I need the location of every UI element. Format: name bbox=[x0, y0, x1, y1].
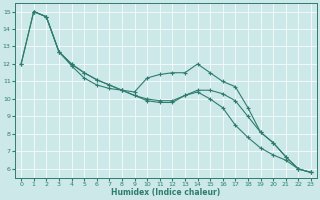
X-axis label: Humidex (Indice chaleur): Humidex (Indice chaleur) bbox=[111, 188, 221, 197]
